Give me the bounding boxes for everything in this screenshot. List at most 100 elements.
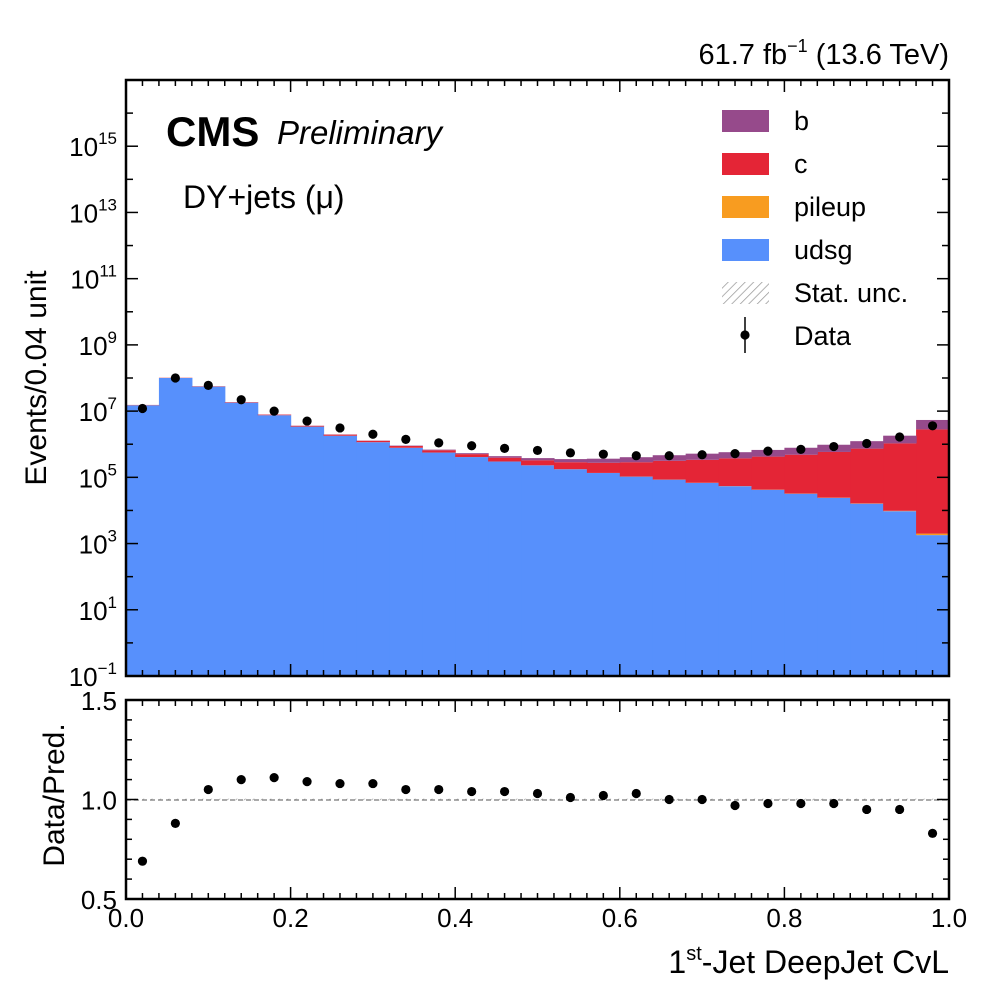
ratio-point-22 [862, 804, 872, 815]
bar-udsg-7 [356, 442, 390, 676]
legend-data-marker [740, 330, 750, 340]
ratio-point-7 [368, 778, 378, 789]
ratio-y-tick-label-0: 0.5 [81, 885, 117, 915]
upper-y-tick-labels: 10−1 101 103 105 107 109 1011 1013 1015 [69, 129, 117, 692]
bar-udsg-14 [586, 473, 621, 676]
data-point-3 [236, 395, 246, 405]
data-point-6 [335, 423, 345, 433]
upper-stack-histogram [126, 377, 950, 676]
bar-udsg-10 [455, 457, 489, 676]
bar-udsg-13 [553, 469, 588, 676]
upper-y-tick-label-2: 103 [79, 527, 117, 560]
bar-c-16 [652, 460, 687, 480]
ratio-unc-band-5 [290, 798, 324, 801]
bar-udsg-2 [191, 386, 226, 676]
data-point-21 [829, 441, 839, 452]
data-point-15 [631, 451, 641, 461]
data-point-22 [862, 438, 872, 449]
ratio-point-4 [269, 773, 279, 783]
bar-b-10 [455, 453, 489, 455]
ratio-unc-band-7 [356, 798, 390, 801]
ratio-point-6 [335, 778, 345, 789]
ratio-point-24 [927, 828, 938, 838]
legend-label-data: Data [794, 321, 852, 351]
data-point-18 [730, 449, 740, 459]
bar-b-9 [422, 449, 456, 451]
data-point-1 [170, 373, 180, 383]
upper-y-tick-label-7: 1013 [69, 195, 117, 228]
ratio-point-15 [631, 788, 641, 799]
bar-c-15 [619, 462, 654, 477]
legend-swatch-pileup [722, 196, 769, 218]
bar-c-21 [817, 451, 851, 498]
bar-udsg-23 [883, 511, 917, 676]
data-point-11 [499, 443, 510, 453]
ratio-point-0 [137, 856, 148, 866]
ratio-point-11 [499, 786, 510, 797]
data-point-14 [598, 449, 608, 459]
ratio-point-21 [829, 798, 839, 809]
ratio-point-3 [236, 775, 246, 785]
ratio-unc-band-15 [619, 798, 653, 801]
luminosity-label: 61.7 fb−1 (13.6 TeV) [698, 36, 949, 71]
data-point-9 [434, 438, 444, 448]
ratio-point-23 [895, 804, 905, 815]
ratio-point-14 [598, 790, 608, 801]
cms-logo-text: CMS [166, 108, 259, 155]
bar-c-17 [685, 459, 720, 483]
data-point-5 [302, 416, 312, 426]
bar-c-14 [586, 462, 621, 473]
bar-b-14 [586, 458, 621, 463]
data-point-20 [796, 444, 806, 454]
bar-udsg-1 [158, 378, 193, 676]
bar-udsg-11 [488, 461, 522, 676]
ratio-point-10 [467, 786, 477, 797]
bar-c-7 [356, 440, 390, 443]
legend-swatch-b [722, 110, 769, 132]
legend-swatch-c [722, 153, 769, 175]
bar-c-20 [784, 454, 818, 494]
bar-b-13 [553, 459, 588, 463]
upper-y-tick-label-1: 101 [79, 593, 117, 626]
x-tick-labels: 0.0 0.2 0.4 0.6 0.8 1.0 [108, 903, 967, 933]
preliminary-label: Preliminary [277, 114, 445, 151]
bar-c-10 [455, 454, 489, 457]
data-point-0 [137, 403, 148, 414]
bar-c-12 [521, 460, 555, 466]
upper-data-points [137, 373, 938, 461]
x-axis-label: 1st-Jet DeepJet CvL [668, 943, 949, 980]
bar-udsg-0 [126, 405, 160, 676]
ratio-point-5 [302, 776, 312, 787]
bar-udsg-21 [817, 497, 851, 676]
bar-udsg-18 [718, 486, 753, 676]
upper-y-tick-label-3: 105 [79, 460, 117, 493]
ratio-point-17 [697, 794, 707, 805]
bar-udsg-19 [751, 489, 785, 676]
bar-c-22 [850, 448, 884, 504]
channel-label: DY+jets (μ) [183, 179, 345, 215]
upper-y-tick-label-8: 1015 [69, 129, 117, 162]
data-point-16 [664, 451, 674, 461]
data-point-19 [763, 446, 773, 456]
bar-udsg-8 [389, 447, 423, 676]
ratio-point-20 [796, 798, 806, 809]
bar-udsg-22 [850, 503, 884, 676]
ratio-unc-band-24 [916, 798, 949, 801]
bar-c-6 [323, 434, 358, 436]
upper-panel-frame [124, 78, 951, 678]
ratio-point-9 [434, 784, 444, 795]
upper-y-tick-label-6: 1011 [70, 262, 117, 295]
data-point-10 [467, 441, 477, 451]
x-tick-label-5: 1.0 [931, 903, 967, 933]
ratio-unc-band-23 [883, 798, 917, 801]
legend-label-stat-unc: Stat. unc. [794, 278, 908, 308]
ratio-point-8 [401, 784, 411, 795]
ratio-unc-band-6 [323, 798, 357, 801]
legend: bc pileup udsg Stat. unc. Data [722, 106, 908, 353]
bar-udsg-9 [422, 452, 456, 676]
bar-udsg-6 [323, 435, 358, 676]
ratio-panel-frame [124, 698, 951, 901]
bar-udsg-24 [916, 535, 950, 676]
ratio-data-points [137, 773, 938, 866]
data-point-2 [203, 380, 213, 390]
